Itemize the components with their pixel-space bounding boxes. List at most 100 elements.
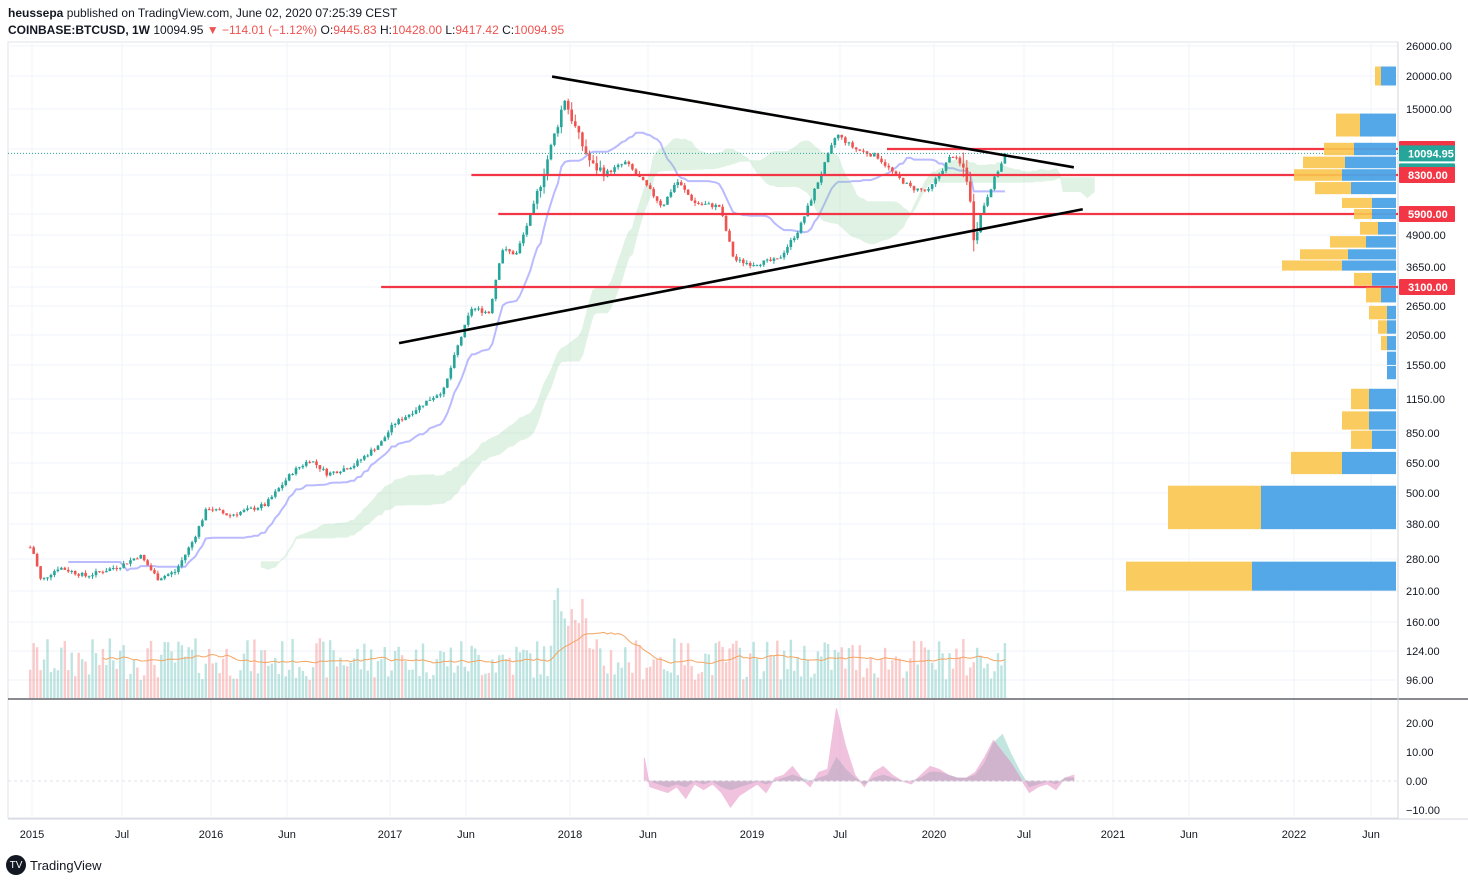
volume-bar — [570, 609, 573, 698]
volume-profile-down-bar — [1324, 142, 1354, 156]
candle-body — [225, 513, 228, 516]
volume-bar — [305, 676, 308, 698]
symbol-label[interactable]: COINBASE:BTCUSD — [8, 23, 126, 37]
volume-bar — [826, 644, 830, 698]
volume-bar — [42, 659, 46, 698]
volume-profile-down-bar — [1315, 182, 1351, 195]
candle-body — [813, 188, 816, 201]
price-axis-label: 124.00 — [1406, 646, 1440, 658]
candle-body — [318, 465, 322, 470]
candle-body — [532, 203, 536, 214]
volume-profile-down-bar — [1330, 236, 1366, 248]
candle-body — [132, 558, 136, 561]
candle-body — [556, 127, 560, 134]
volume-bar — [711, 675, 714, 698]
candle-body — [655, 196, 659, 201]
candle-body — [125, 563, 129, 565]
candle-body — [501, 250, 504, 264]
candle-body — [948, 156, 951, 163]
candle-body — [836, 134, 840, 139]
time-axis-label: 2022 — [1282, 829, 1306, 841]
volume-profile-down-bar — [1300, 249, 1348, 260]
volume-bar — [894, 656, 898, 698]
price-axis-label: 2650.00 — [1406, 301, 1446, 313]
last-price: 10094.95 — [153, 23, 204, 37]
candle-body — [522, 234, 525, 244]
footer-brand[interactable]: TradingView — [30, 857, 102, 873]
candle-body — [449, 367, 453, 379]
candle-body — [930, 184, 934, 189]
volume-profile-up-bar — [1345, 156, 1396, 169]
candle-body — [738, 259, 742, 261]
candle-body — [432, 397, 435, 400]
price-axis-label: 1150.00 — [1406, 394, 1445, 406]
volume-bar — [529, 653, 532, 698]
price-change: −114.01 (−1.12%) — [222, 23, 318, 37]
volume-bar — [425, 672, 428, 698]
time-axis-label: 2018 — [558, 829, 582, 841]
volume-bar — [184, 656, 187, 698]
candle-body — [491, 298, 494, 314]
candle-body — [872, 153, 876, 157]
volume-bar — [844, 668, 847, 698]
volume-bar — [989, 678, 993, 698]
candle-body — [717, 204, 721, 207]
volume-bar — [256, 673, 260, 698]
candle-body — [508, 249, 511, 252]
volume-bar — [49, 672, 53, 698]
volume-bar — [414, 649, 418, 698]
volume-bar — [613, 674, 616, 698]
candle-body — [728, 230, 731, 242]
volume-bar — [501, 654, 504, 698]
price-axis-label: 380.00 — [1406, 519, 1440, 531]
candle-body — [421, 405, 425, 407]
candle-body — [584, 146, 588, 154]
price-axis-label: 26000.00 — [1406, 41, 1452, 53]
candle-body — [142, 554, 146, 561]
volume-bar — [738, 647, 742, 698]
candle-body — [242, 510, 246, 512]
candle-body — [606, 170, 609, 177]
volume-bar — [74, 676, 77, 698]
candle-body — [456, 345, 460, 355]
author-name[interactable]: heussepa — [8, 6, 64, 20]
volume-bar — [180, 645, 184, 698]
candle-body — [662, 204, 666, 206]
candle-body — [742, 259, 745, 264]
oscillator-axis-label: −10.00 — [1406, 805, 1440, 817]
price-axis-label: 15000.00 — [1406, 104, 1452, 116]
volume-bar — [969, 667, 972, 698]
candle-body — [267, 499, 270, 507]
candle-body — [77, 574, 80, 576]
volume-bar — [813, 673, 816, 698]
volume-bar — [704, 653, 707, 698]
candle-body — [66, 569, 70, 572]
volume-bar — [411, 669, 414, 698]
volume-bar — [655, 659, 659, 698]
time-axis-label: 2019 — [740, 829, 764, 841]
volume-profile-down-bar — [1168, 485, 1261, 530]
candle-body — [869, 154, 872, 157]
candle-body — [98, 571, 101, 573]
volume-bar — [63, 641, 67, 698]
volume-bar — [793, 670, 796, 698]
volume-bar — [108, 638, 112, 698]
candle-body — [570, 109, 574, 122]
volume-bar — [560, 611, 563, 698]
candle-body — [769, 259, 772, 261]
volume-profile-down-bar — [1381, 336, 1387, 351]
volume-bar — [318, 638, 322, 698]
candle-body — [63, 567, 67, 570]
volume-bar — [806, 660, 809, 698]
volume-bar — [291, 638, 294, 698]
candle-body — [397, 419, 400, 425]
volume-bar — [325, 677, 328, 698]
volume-bar — [581, 599, 584, 698]
volume-profile-up-bar — [1387, 320, 1396, 334]
price-axis-label: 160.00 — [1406, 617, 1440, 629]
volume-bar — [965, 675, 969, 698]
volume-bar — [686, 643, 690, 698]
candle-body — [707, 203, 711, 205]
volume-profile-up-bar — [1372, 430, 1396, 449]
